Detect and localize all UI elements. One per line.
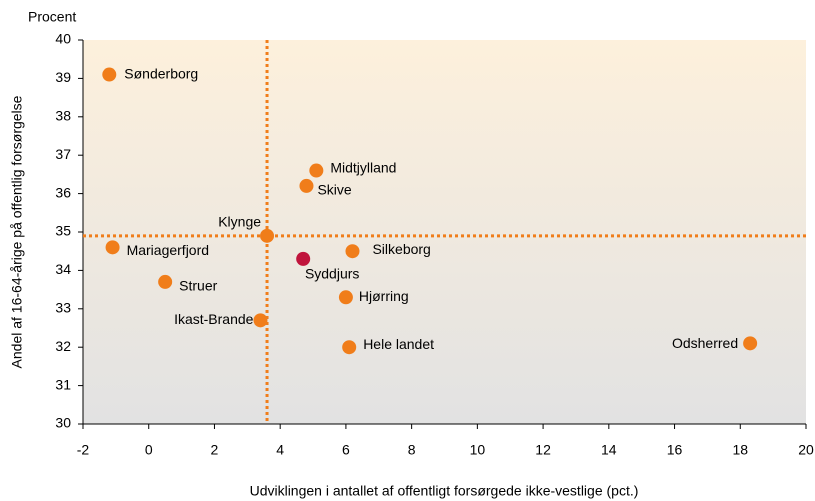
y-tick-label: 34: [55, 261, 71, 277]
x-tick-label: 14: [601, 442, 617, 458]
y-tick-label: 37: [55, 146, 71, 162]
point-label: Silkeborg: [372, 241, 430, 257]
y-tick-label: 39: [55, 69, 71, 85]
y-tick-label: 32: [55, 338, 71, 354]
x-tick-label: 20: [798, 442, 814, 458]
y-axis-label: Andel af 16-64-årige på offentlig forsør…: [9, 95, 25, 368]
x-tick-label: 2: [211, 442, 219, 458]
x-tick-label: 18: [732, 442, 748, 458]
point: [309, 163, 324, 178]
point-label: Hele landet: [363, 336, 434, 352]
y-tick-label: 36: [55, 184, 71, 200]
y-tick-label: 33: [55, 300, 71, 316]
x-tick-label: 10: [470, 442, 486, 458]
point: [345, 244, 360, 259]
point-label: Skive: [317, 182, 351, 198]
point: [105, 240, 120, 255]
point: [342, 340, 357, 355]
y-tick-label: 30: [55, 415, 71, 431]
y-tick-label: 35: [55, 223, 71, 239]
point-label: Sønderborg: [124, 65, 198, 81]
point-label: Hjørring: [359, 288, 409, 304]
x-tick-label: 0: [145, 442, 153, 458]
x-tick-label: 8: [408, 442, 416, 458]
x-tick-label: -2: [77, 442, 90, 458]
point-label: Odsherred: [672, 335, 738, 351]
point-label: Syddjurs: [305, 266, 359, 282]
point: [296, 251, 311, 266]
x-tick-label: 12: [535, 442, 551, 458]
point: [260, 228, 275, 243]
point: [158, 274, 173, 289]
point: [338, 290, 353, 305]
point: [743, 336, 758, 351]
point-label: Mariagerfjord: [127, 242, 209, 258]
point: [253, 313, 268, 328]
point-label: Struer: [179, 278, 217, 294]
chart-title: Procent: [28, 9, 76, 25]
x-tick-label: 4: [276, 442, 284, 458]
plot-area: [83, 40, 806, 424]
y-tick-label: 38: [55, 108, 71, 124]
x-tick-label: 6: [342, 442, 350, 458]
y-tick-label: 31: [55, 376, 71, 392]
point: [102, 67, 117, 82]
x-axis-label: Udviklingen i antallet af offentligt for…: [250, 483, 639, 499]
y-tick-label: 40: [55, 31, 71, 47]
point-label: Midtjylland: [330, 159, 396, 175]
point: [299, 178, 314, 193]
point-label: Klynge: [218, 214, 261, 230]
point-label: Ikast-Brande: [174, 311, 254, 327]
x-tick-label: 16: [667, 442, 683, 458]
